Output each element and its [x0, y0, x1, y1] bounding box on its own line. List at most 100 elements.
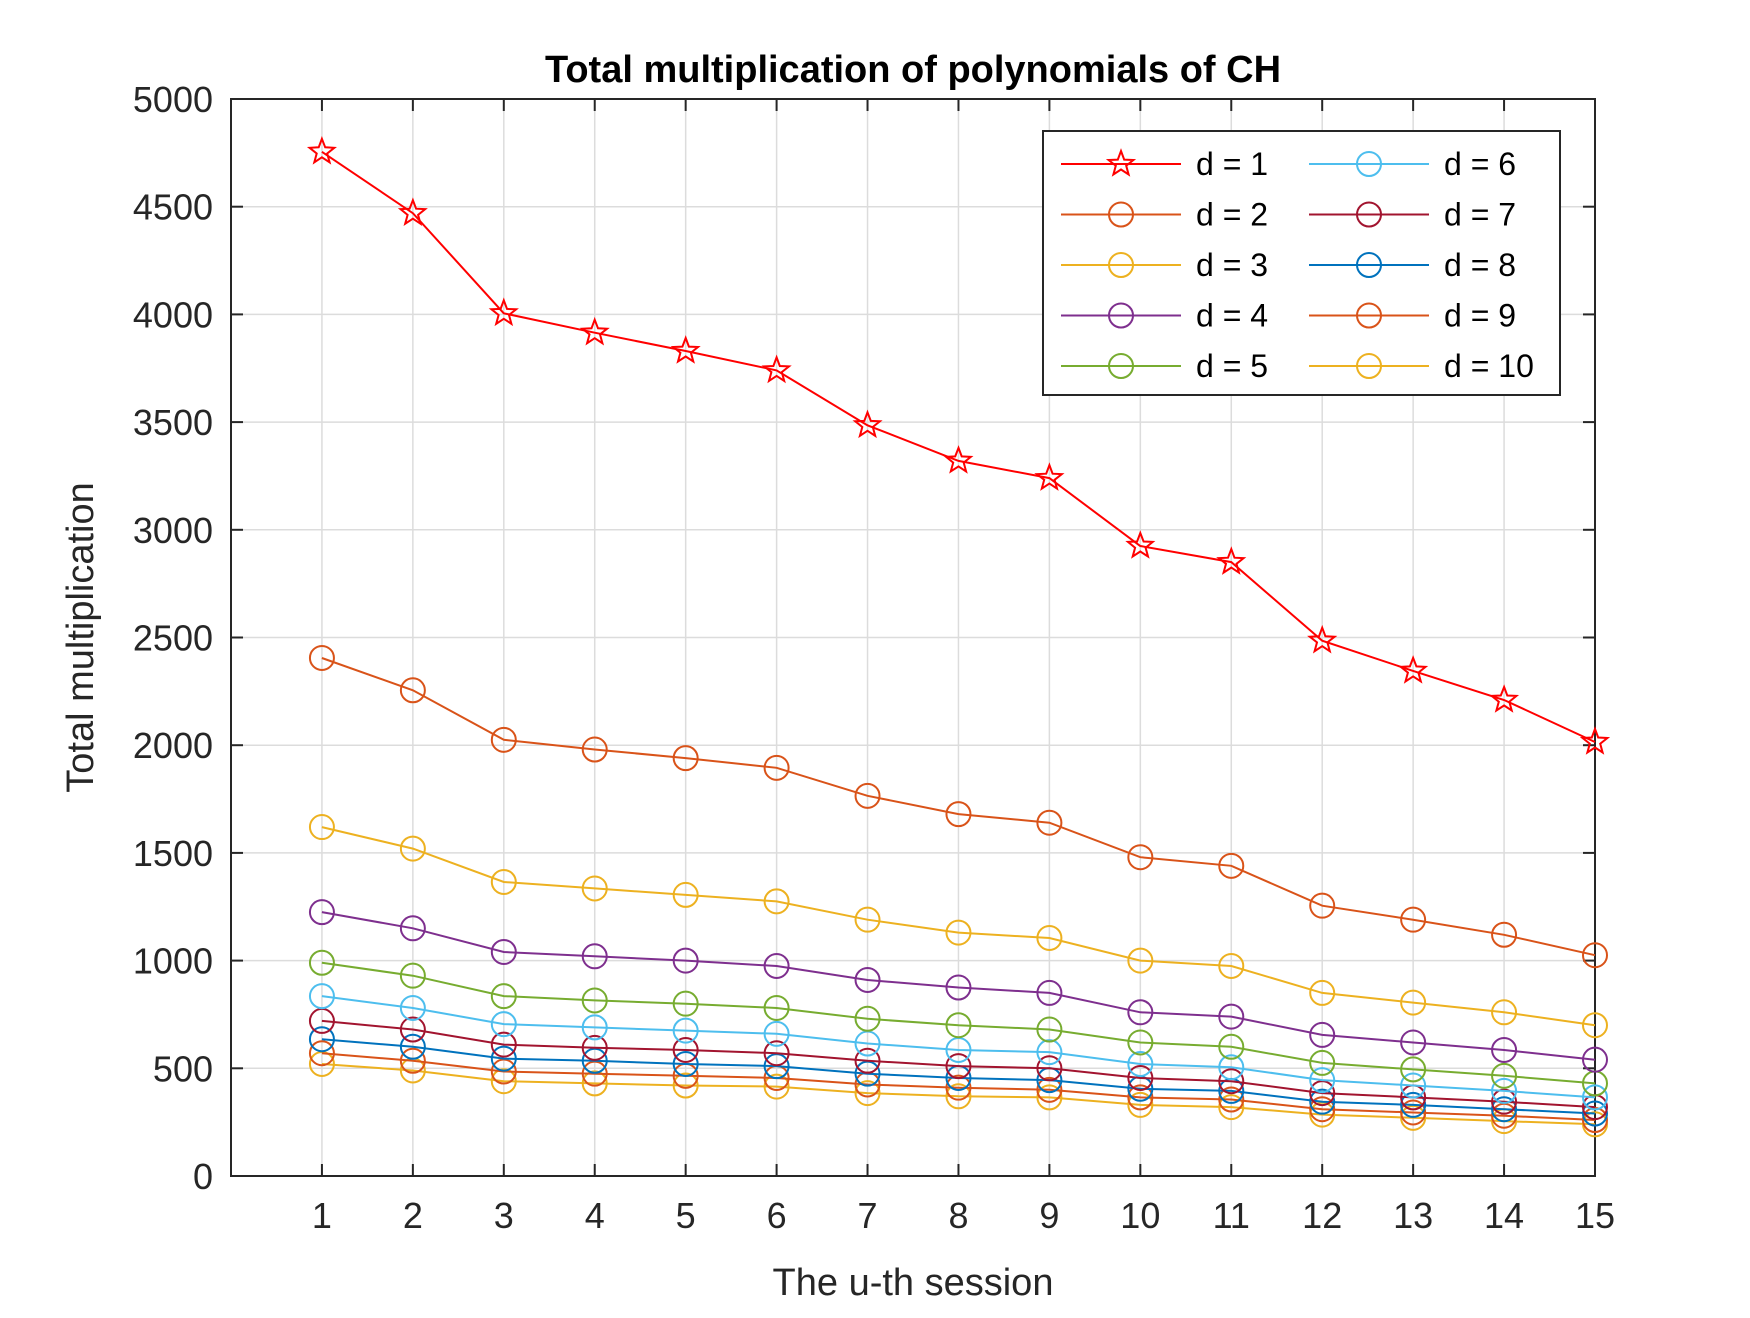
series-line: [321, 995, 1596, 1099]
data-point: [490, 938, 517, 965]
legend: d = 1 d = 2 d = 3 d = 4 d = 5 d = 6 d = 7 d = 8…: [1042, 130, 1561, 396]
data-point: [1036, 924, 1063, 951]
data-point: [1218, 852, 1245, 879]
data-point: [1127, 1084, 1154, 1111]
x-tick-label: 3: [494, 1195, 514, 1236]
data-point: [854, 1047, 881, 1074]
legend-label: d = 5: [1196, 348, 1268, 384]
data-point: [1491, 1096, 1518, 1123]
data-point: [763, 1040, 790, 1067]
data-point: [581, 1034, 608, 1061]
y-tick-label: 2500: [133, 618, 213, 659]
y-tick-label: 4000: [133, 294, 213, 335]
y-tick-label: 1000: [133, 941, 213, 982]
data-point: [1127, 999, 1154, 1026]
data-point: [1491, 1088, 1518, 1115]
series-line: [321, 1063, 1596, 1126]
data-point: [581, 1014, 608, 1041]
legend-label: d = 6: [1444, 146, 1516, 182]
data-point: [1398, 655, 1429, 684]
data-point: [581, 1070, 608, 1097]
data-point: [1491, 921, 1518, 948]
series-line: [321, 1052, 1596, 1121]
data-point: [1309, 1049, 1336, 1076]
data-point: [1218, 1094, 1245, 1121]
data-point: [763, 1073, 790, 1100]
data-point: [1582, 942, 1608, 969]
data-point: [581, 875, 608, 902]
data-point: [945, 801, 972, 828]
x-tick-label: 11: [1213, 1195, 1250, 1236]
legend-marker: [1356, 302, 1382, 329]
axes: 1 2 3 4 5 6 7 8 9 10 11 12 13 14 150500100015002000250…: [133, 79, 1615, 1236]
data-point: [308, 814, 335, 841]
data-point: [308, 1026, 335, 1053]
data-point: [399, 1016, 426, 1043]
series-d-4: [308, 899, 1608, 1073]
legend-label: d = 7: [1444, 197, 1516, 233]
data-point: [763, 952, 790, 979]
data-point: [399, 994, 426, 1021]
legend-marker: [1356, 252, 1382, 278]
data-point: [399, 1047, 426, 1074]
data-point: [1036, 809, 1063, 836]
data-point: [308, 899, 335, 926]
y-tick-label: 4500: [133, 187, 213, 228]
data-point: [399, 677, 426, 704]
y-tick-label: 3000: [133, 510, 213, 551]
data-point: [1216, 546, 1247, 575]
data-point: [1582, 1012, 1608, 1039]
x-tick-label: 1: [312, 1195, 332, 1236]
data-point: [1400, 1056, 1427, 1083]
data-point: [1218, 1033, 1245, 1060]
data-point: [1036, 1076, 1063, 1103]
legend-entry-d-5: d = 5: [1061, 348, 1268, 384]
data-point: [854, 782, 881, 809]
x-tick-label: 8: [948, 1195, 968, 1236]
chart-title: Total multiplication of polynomials of C…: [545, 49, 1281, 91]
data-point: [1491, 1077, 1518, 1104]
data-point: [854, 1080, 881, 1107]
data-point: [1579, 726, 1611, 755]
data-point: [1309, 1096, 1336, 1123]
x-tick-label: 2: [403, 1195, 423, 1236]
legend-label: d = 10: [1444, 348, 1534, 384]
data-point: [854, 966, 881, 993]
legend-entry-d-8: d = 8: [1309, 247, 1516, 283]
data-point: [672, 990, 699, 1017]
y-tick-label: 0: [193, 1156, 213, 1197]
data-point: [672, 1050, 699, 1077]
data-point: [945, 974, 972, 1001]
legend-marker: [1356, 151, 1382, 177]
data-point: [579, 316, 610, 346]
data-point: [1218, 952, 1245, 979]
legend-entry-d-9: d = 9: [1309, 298, 1516, 334]
data-point: [306, 135, 337, 165]
legend-label: d = 8: [1444, 247, 1516, 283]
legend-marker: [1108, 201, 1134, 228]
data-point: [1307, 624, 1338, 654]
legend-entry-d-7: d = 7: [1309, 197, 1516, 233]
data-point: [1036, 979, 1063, 1006]
data-point: [1127, 1050, 1154, 1077]
data-point: [490, 983, 517, 1010]
data-point: [1309, 892, 1336, 919]
x-tick-label: 6: [767, 1195, 787, 1236]
series-line: [321, 657, 1596, 957]
legend-label: d = 9: [1444, 298, 1516, 334]
data-point: [308, 983, 335, 1010]
data-point: [490, 726, 517, 753]
data-point: [488, 297, 519, 327]
data-point: [1582, 1084, 1608, 1111]
data-point: [1036, 1039, 1063, 1066]
data-point: [1582, 1046, 1608, 1073]
data-point: [1582, 1100, 1608, 1127]
x-tick-label: 7: [858, 1195, 878, 1236]
x-tick-label: 10: [1120, 1195, 1160, 1236]
data-point: [397, 197, 428, 226]
data-point: [1218, 1086, 1245, 1113]
data-point: [854, 906, 881, 933]
data-point: [581, 943, 608, 970]
